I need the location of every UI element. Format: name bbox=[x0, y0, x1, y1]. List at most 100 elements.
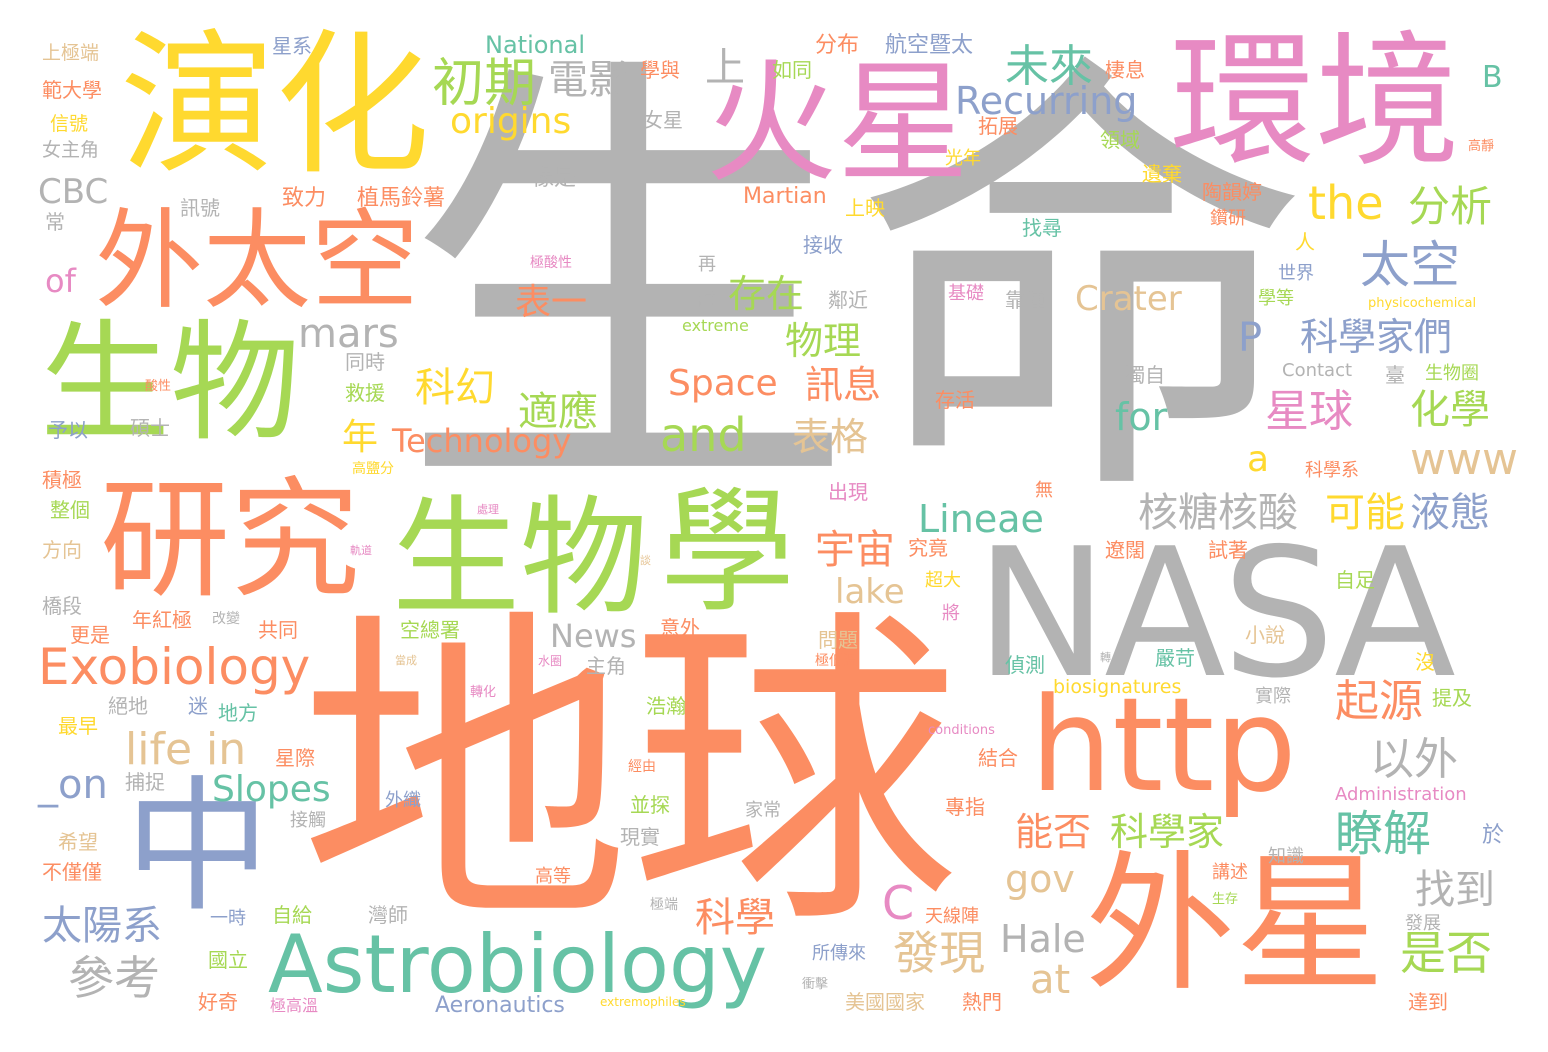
cloud-word: 太陽系 bbox=[42, 903, 162, 949]
cloud-word: 獨自 bbox=[1125, 363, 1165, 387]
cloud-word: 以外 bbox=[1370, 734, 1458, 785]
cloud-word: 究竟 bbox=[908, 536, 948, 560]
cloud-word: 自足 bbox=[1335, 568, 1375, 592]
cloud-word: Exobiology bbox=[38, 638, 311, 696]
cloud-word: 上映 bbox=[845, 196, 885, 220]
cloud-word: 無 bbox=[1035, 480, 1053, 501]
cloud-word: 參考 bbox=[68, 951, 160, 1005]
cloud-word: 當成 bbox=[395, 654, 417, 667]
cloud-word: 年 bbox=[342, 417, 379, 458]
cloud-word: 上極端 bbox=[42, 42, 100, 64]
cloud-word: Crater bbox=[1075, 279, 1182, 319]
cloud-word: 分析 bbox=[1408, 182, 1493, 231]
cloud-word: 是否 bbox=[1400, 926, 1492, 980]
cloud-word: 極低溫 bbox=[815, 653, 857, 669]
cloud-word: 一時 bbox=[210, 908, 246, 929]
cloud-word: 訊號 bbox=[180, 196, 220, 220]
cloud-word: 浩瀚 bbox=[646, 694, 686, 718]
cloud-word: 知識 bbox=[1268, 846, 1304, 867]
cloud-word: 碩士 bbox=[130, 416, 170, 440]
cloud-word: 家常 bbox=[745, 800, 781, 821]
cloud-word: 方向 bbox=[42, 538, 82, 562]
cloud-word: physicochemical bbox=[1368, 296, 1477, 311]
cloud-word: www bbox=[1410, 434, 1518, 485]
cloud-word: National bbox=[485, 31, 586, 59]
cloud-word: 國立 bbox=[208, 948, 248, 972]
cloud-word: 軌道 bbox=[350, 544, 372, 557]
cloud-word: _on bbox=[38, 762, 108, 808]
cloud-word: 世界 bbox=[1278, 263, 1314, 284]
cloud-word: 積極 bbox=[42, 468, 82, 492]
cloud-word: 星系 bbox=[272, 34, 312, 58]
cloud-word: 同時 bbox=[345, 350, 385, 374]
cloud-word: 找尋 bbox=[1022, 216, 1062, 240]
cloud-word: 能否 bbox=[1015, 810, 1092, 854]
cloud-word: conditions bbox=[928, 723, 995, 738]
cloud-word: 希望 bbox=[58, 830, 98, 854]
cloud-word: origins bbox=[450, 101, 572, 142]
cloud-word: for bbox=[1115, 395, 1168, 439]
cloud-word: 演化 bbox=[120, 15, 430, 196]
cloud-word: 未來 bbox=[1005, 41, 1093, 92]
cloud-word: 起源 bbox=[1335, 676, 1423, 727]
cloud-word: 遺棄 bbox=[1142, 162, 1182, 186]
cloud-word: 人 bbox=[1295, 230, 1315, 254]
cloud-word: 於 bbox=[1482, 823, 1505, 848]
cloud-word: 像是 bbox=[532, 166, 577, 191]
cloud-word: 遼闊 bbox=[1105, 538, 1145, 562]
cloud-word: 現實 bbox=[620, 825, 660, 849]
cloud-word: 空總署 bbox=[400, 618, 460, 642]
cloud-word: 分布 bbox=[815, 33, 860, 58]
cloud-word: 轉化 bbox=[470, 685, 497, 700]
cloud-word: P bbox=[1238, 315, 1263, 361]
cloud-word: 研究 bbox=[100, 464, 361, 616]
cloud-word: 初期 bbox=[432, 54, 537, 114]
cloud-word: 更是 bbox=[70, 623, 110, 647]
cloud-word: 嚴苛 bbox=[1155, 646, 1195, 670]
cloud-word: 光年 bbox=[945, 148, 981, 169]
cloud-word: 橋段 bbox=[42, 594, 82, 618]
cloud-word: 物理 bbox=[785, 319, 862, 363]
cloud-word: 外星 bbox=[1085, 838, 1386, 1012]
cloud-word: 生物圈 bbox=[1425, 363, 1479, 384]
cloud-word: 火星 bbox=[705, 47, 969, 201]
cloud-word: 好奇 bbox=[198, 990, 238, 1014]
cloud-word: 予以 bbox=[48, 418, 88, 442]
cloud-word: 臺 bbox=[1385, 363, 1405, 387]
cloud-word: 領域 bbox=[1100, 128, 1140, 152]
cloud-word: 專指 bbox=[945, 795, 985, 819]
cloud-word: Hale bbox=[1000, 917, 1086, 961]
cloud-word: 絕地 bbox=[108, 694, 148, 718]
cloud-word: 再 bbox=[698, 254, 716, 275]
cloud-word: B bbox=[1482, 60, 1503, 95]
cloud-word: 接收 bbox=[803, 233, 843, 257]
cloud-word: 如同 bbox=[772, 58, 812, 82]
cloud-word: 棲息 bbox=[1105, 58, 1145, 82]
cloud-word: 接觸 bbox=[290, 810, 326, 831]
cloud-word: 女星 bbox=[643, 108, 683, 132]
cloud-word: NASA bbox=[975, 510, 1456, 717]
cloud-word: 處理 bbox=[477, 503, 499, 516]
cloud-word: 外織 bbox=[385, 790, 421, 811]
cloud-word: 常 bbox=[45, 210, 65, 234]
cloud-word: extremophiles bbox=[600, 995, 686, 1009]
cloud-word: 小說 bbox=[1245, 623, 1285, 647]
cloud-word: 經由 bbox=[628, 759, 656, 775]
cloud-word: 發現 bbox=[893, 926, 985, 980]
cloud-word: 最早 bbox=[58, 714, 98, 738]
cloud-word: 問題 bbox=[818, 628, 858, 652]
cloud-word: Aeronautics bbox=[435, 993, 565, 1018]
cloud-word: lake bbox=[835, 572, 905, 612]
cloud-word: 外太空 bbox=[95, 199, 420, 324]
cloud-word: 生物 bbox=[40, 307, 301, 459]
cloud-word: 超大 bbox=[925, 570, 961, 591]
cloud-word: 上 bbox=[705, 45, 745, 91]
cloud-word: 提及 bbox=[1432, 686, 1472, 710]
cloud-word: C bbox=[882, 876, 915, 930]
cloud-word: 化學 bbox=[1410, 387, 1490, 433]
cloud-word: 衝擊 bbox=[802, 977, 829, 992]
cloud-word: the bbox=[1308, 176, 1384, 230]
cloud-word: 信號 bbox=[50, 113, 89, 135]
cloud-word: and bbox=[660, 408, 747, 462]
